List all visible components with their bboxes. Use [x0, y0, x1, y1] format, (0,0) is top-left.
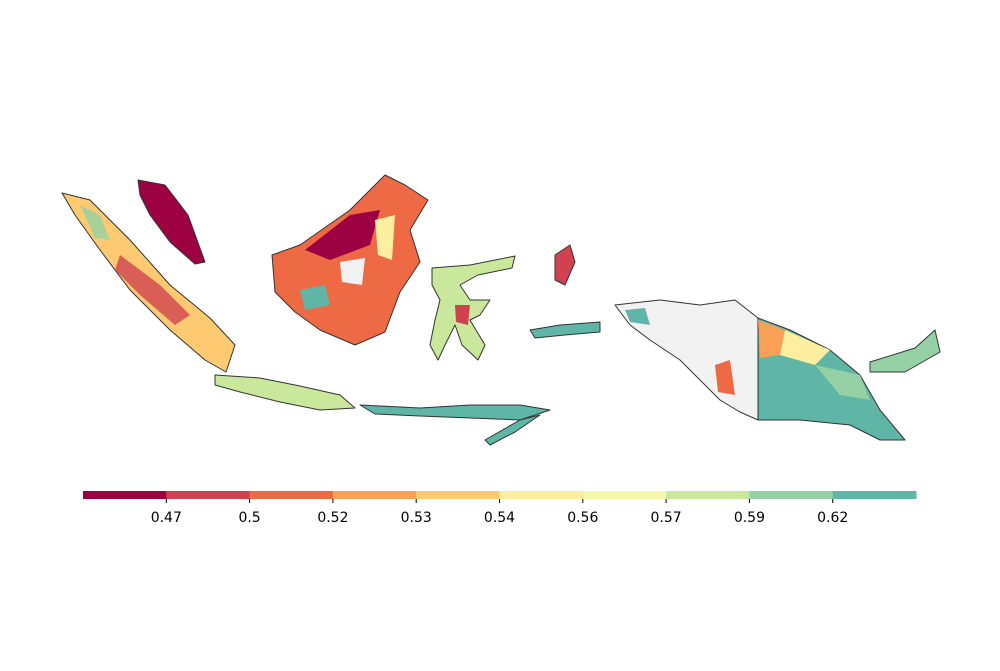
- colorbar-bin: [416, 491, 500, 499]
- map: [61, 174, 941, 446]
- colorbar-bin: [332, 491, 417, 499]
- colorbar-bin: [749, 491, 834, 499]
- colorbar-tick-label: 0.57: [651, 510, 682, 526]
- sumatra-patch: [115, 255, 190, 325]
- sumatra-patch: [80, 205, 110, 240]
- borneo-patch: [305, 210, 380, 260]
- sulawesi: [429, 255, 516, 361]
- borneo: [271, 174, 429, 346]
- colorbar-bin: [166, 491, 251, 499]
- borneo-patch: [340, 258, 365, 285]
- colorbar-tick-label: 0.47: [151, 510, 182, 526]
- colorbar-tick-label: 0.52: [317, 510, 348, 526]
- colorbar-tick-label: 0.54: [484, 510, 515, 526]
- colorbar-tick-label: 0.5: [238, 510, 260, 526]
- colorbar-tick-label: 0.62: [817, 510, 848, 526]
- colorbar-bin: [832, 491, 917, 499]
- colorbar-bin: [499, 491, 584, 499]
- lesser-sunda: [359, 404, 551, 421]
- maluku: [529, 321, 601, 339]
- sulawesi-patch: [455, 305, 470, 325]
- colorbar-tick-label: 0.56: [567, 510, 598, 526]
- colorbar: 0.47 0.5 0.52 0.53 0.54 0.56 0.57 0.59 0.62: [83, 491, 917, 526]
- png-patch: [780, 330, 830, 365]
- colorbar-bin: [666, 491, 750, 499]
- colorbar-tick-label: 0.53: [401, 510, 432, 526]
- borneo-patch: [375, 215, 395, 260]
- png-patch: [758, 320, 785, 358]
- malay-peninsula: [137, 179, 206, 265]
- west-new-guinea-patch: [625, 308, 650, 325]
- timor: [484, 414, 541, 446]
- halmahera: [554, 244, 576, 286]
- png-patch: [815, 365, 870, 400]
- colorbar-tick-label: 0.59: [734, 510, 765, 526]
- java: [214, 374, 356, 411]
- west-new-guinea-patch: [715, 360, 735, 395]
- colorbar-bin: [582, 491, 667, 499]
- borneo-patch: [300, 285, 330, 310]
- new-britain: [869, 329, 941, 373]
- colorbar-bin: [83, 491, 167, 499]
- colorbar-bin: [249, 491, 334, 499]
